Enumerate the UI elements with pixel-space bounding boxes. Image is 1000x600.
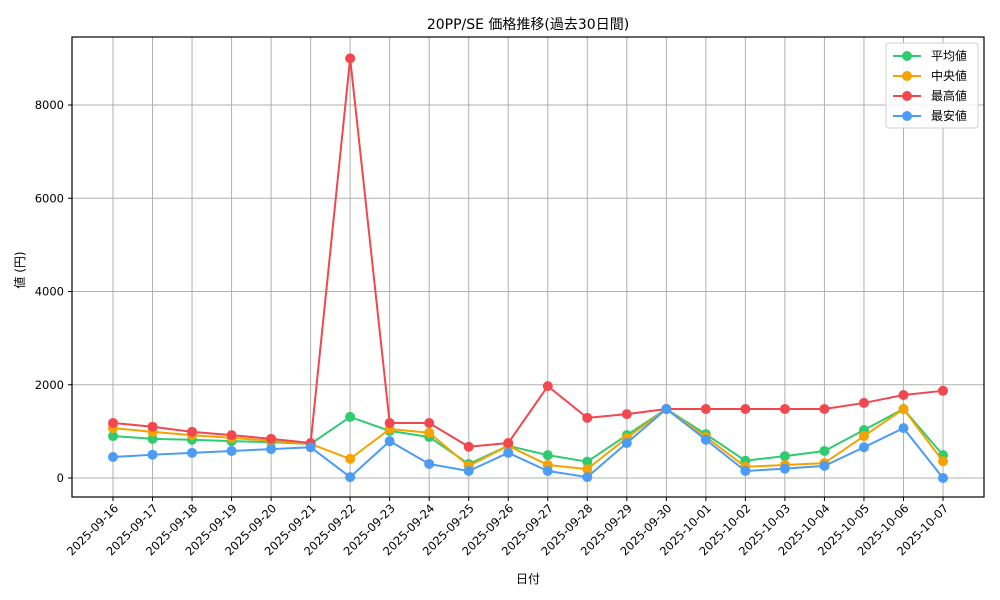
data-point [779,451,790,462]
x-axis-label: 日付 [516,572,540,586]
data-point [938,456,948,467]
y-tick-label: 8000 [35,98,64,112]
y-axis-label: 値 (円) [12,251,27,288]
data-point [542,381,553,392]
data-point [858,431,869,442]
series-lines [108,53,948,483]
grid-lines [72,37,984,497]
data-point [858,442,869,453]
data-point [779,403,790,414]
legend-marker-icon [902,71,912,81]
data-point [819,403,830,414]
data-point [147,433,158,444]
data-point [582,472,593,483]
data-point [503,438,514,449]
data-point [345,472,356,483]
y-axis: 0 2000 4000 6000 8000 [35,98,72,485]
data-point [147,449,158,460]
data-point [542,450,553,461]
data-point [621,438,632,449]
data-point [187,426,198,437]
legend-marker-icon [902,51,912,61]
data-point [266,433,277,444]
data-point [226,445,237,456]
data-point [819,460,830,471]
legend-marker-icon [902,91,912,101]
y-tick-label: 0 [57,471,64,485]
data-point [384,436,395,447]
data-point [108,452,118,463]
data-point [779,463,790,474]
data-point [187,447,198,458]
data-point [305,442,316,453]
y-tick-label: 6000 [35,191,64,205]
data-point [147,421,158,432]
series-2 [108,53,948,452]
data-point [542,466,553,477]
data-point [503,447,514,458]
data-point [226,430,237,441]
data-point [384,417,395,428]
series-3 [108,403,948,483]
plot-frame [71,36,985,498]
legend-label: 最高値 [931,88,967,103]
data-point [740,466,751,477]
data-point [858,397,869,408]
data-point [898,403,909,414]
data-point [424,417,435,428]
data-point [345,411,356,422]
legend-label: 最安値 [931,108,967,123]
data-point [463,441,474,452]
data-point [266,444,277,455]
data-point [108,417,118,428]
legend-label: 平均値 [931,48,967,63]
data-point [424,427,435,438]
data-point [898,423,909,434]
data-point [582,412,593,423]
data-point [582,464,593,475]
y-tick-label: 4000 [35,285,64,299]
data-point [938,385,948,396]
legend-label: 中央値 [931,68,967,83]
data-point [463,466,474,477]
data-point [621,409,632,420]
data-point [582,456,593,467]
data-point [424,459,435,470]
data-point [898,390,909,401]
y-tick-label: 2000 [35,378,64,392]
legend-marker-icon [902,111,912,121]
data-point [819,445,830,456]
chart-title: 20PP/SE 価格推移(過去30日間) [427,17,629,33]
data-point [345,453,356,464]
data-point [938,473,948,483]
data-point [700,403,711,414]
data-point [740,403,751,414]
data-point [108,431,118,442]
data-point [700,434,711,445]
data-point [661,403,672,414]
data-point [345,53,356,64]
